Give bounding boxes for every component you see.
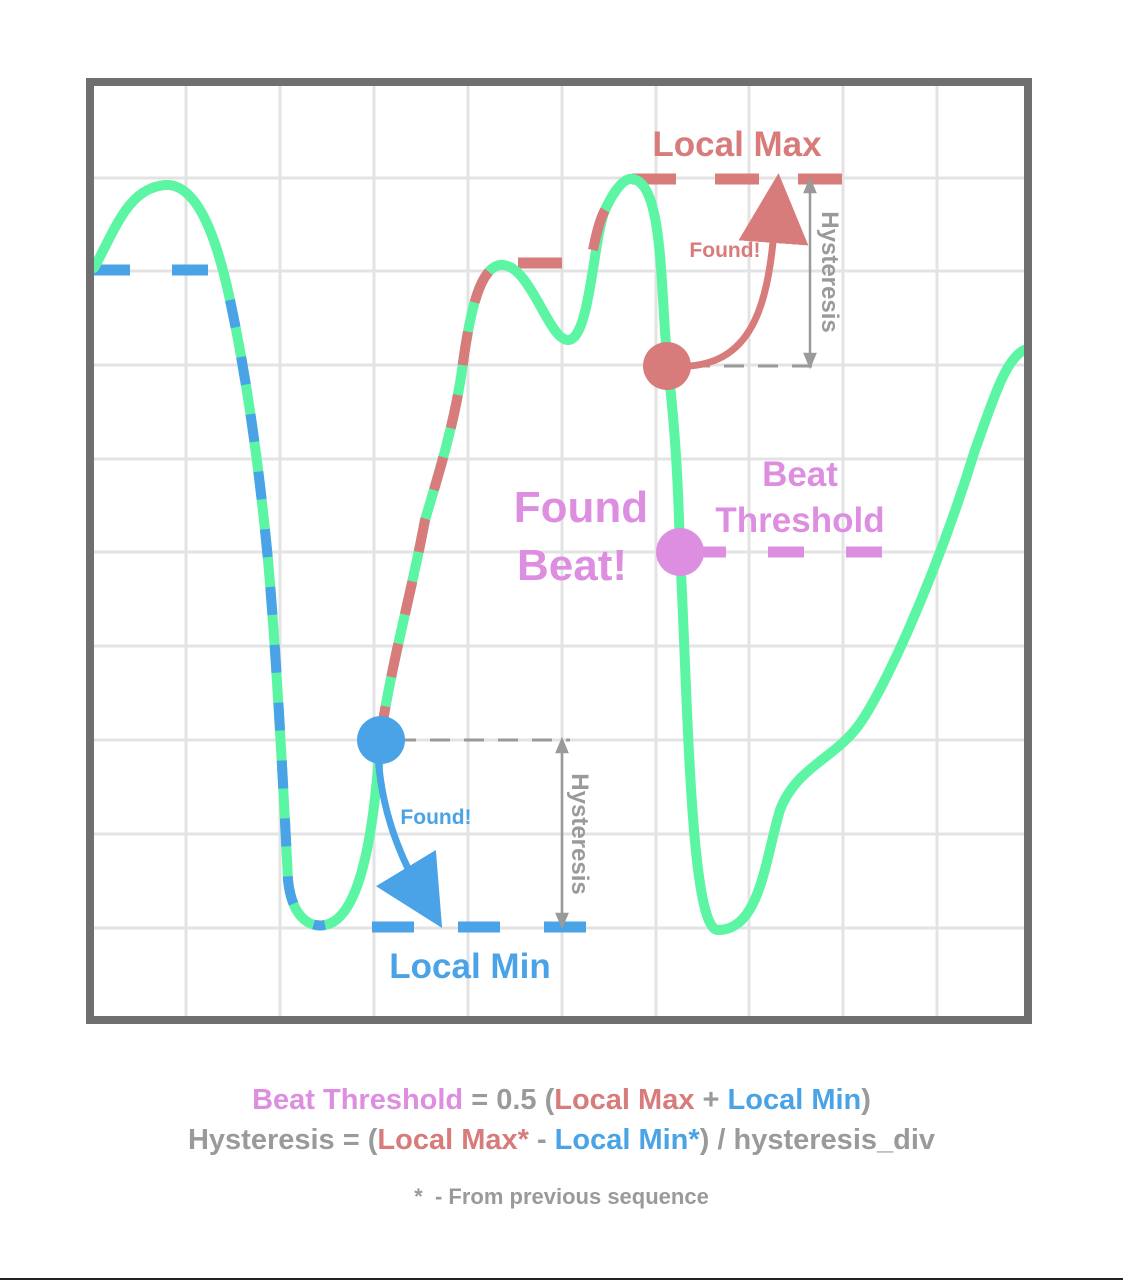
hysteresis-bottom-measure xyxy=(555,736,569,930)
formula1-local-min: Local Min xyxy=(727,1084,862,1116)
local-min-found-marker xyxy=(357,716,405,764)
max-search-segment-2 xyxy=(588,207,610,251)
formula1-plus: + xyxy=(694,1084,728,1116)
hysteresis-top-label: Hysteresis xyxy=(816,211,843,332)
beat-threshold-label-line1: Beat xyxy=(762,455,838,494)
formula2-local-max: Local Max* xyxy=(377,1124,529,1156)
local-max-label: Local Max xyxy=(652,125,822,164)
formula1-close: ) xyxy=(861,1084,871,1116)
signal-curve xyxy=(94,174,1024,935)
formula2-tail: ) / hysteresis_div xyxy=(699,1124,936,1156)
local-min-label: Local Min xyxy=(389,947,550,986)
found-max-label: Found! xyxy=(689,239,760,262)
footnote: * - From previous sequence xyxy=(414,1184,709,1209)
grid xyxy=(94,86,1024,1016)
found-beat-label-line1: Found xyxy=(514,483,648,532)
found-min-arrow xyxy=(374,751,443,928)
found-max-arrow xyxy=(689,173,809,370)
found-beat-label-line2: Beat! xyxy=(517,541,627,590)
max-search-segment xyxy=(375,260,502,741)
formula1-beat-threshold: Beat Threshold xyxy=(252,1084,464,1116)
formula2-local-min: Local Min* xyxy=(554,1124,700,1156)
local-max-found-marker xyxy=(643,342,691,390)
bottom-rule xyxy=(0,1278,1123,1280)
formula1-equals: = 0.5 ( xyxy=(463,1084,555,1116)
hysteresis-top-measure xyxy=(803,176,817,370)
beat-detection-diagram: Local Max Found! Hysteresis Found Beat! … xyxy=(86,78,1032,1024)
beat-threshold-formula: Beat Threshold = 0.5 (Local Max + Local … xyxy=(0,1084,1123,1117)
beat-threshold-label-line2: Threshold xyxy=(715,501,884,540)
beat-marker xyxy=(656,528,704,576)
formula2-minus: - xyxy=(528,1124,555,1156)
plot-frame xyxy=(86,78,1032,1024)
found-min-label: Found! xyxy=(400,806,471,829)
min-search-segment xyxy=(225,298,326,931)
hysteresis-bottom-label: Hysteresis xyxy=(566,773,593,894)
formula2-hysteresis: Hysteresis = ( xyxy=(187,1124,378,1156)
formula1-local-max: Local Max xyxy=(554,1084,695,1116)
hysteresis-formula: Hysteresis = (Local Max* - Local Min*) /… xyxy=(0,1124,1123,1157)
